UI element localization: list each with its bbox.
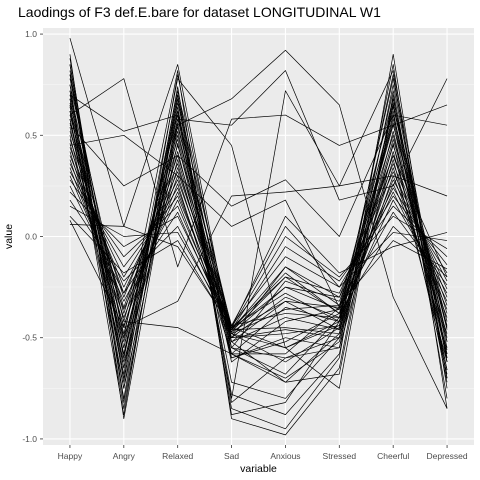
series-line	[69, 175, 448, 328]
series-line	[69, 49, 448, 420]
y-tick-label: -1.0	[22, 434, 37, 444]
series-line	[69, 163, 448, 339]
series-lines	[69, 38, 448, 436]
x-tick-label: Angry	[113, 451, 136, 461]
x-tick-label: Sad	[224, 451, 239, 461]
y-tick-label: 0.0	[25, 232, 37, 242]
series-line	[69, 98, 448, 379]
x-tick-label: Cheerful	[377, 451, 409, 461]
x-tick-label: Happy	[58, 451, 83, 461]
series-line	[69, 114, 448, 237]
y-tick-label: -0.5	[22, 333, 37, 343]
series-line	[69, 64, 448, 403]
x-tick-label: Relaxed	[162, 451, 193, 461]
series-line	[69, 102, 448, 415]
series-line	[69, 131, 448, 330]
series-line	[69, 134, 448, 308]
series-line	[69, 70, 448, 399]
series-line	[69, 191, 448, 328]
series-line	[69, 199, 448, 332]
series-line	[69, 106, 448, 359]
series-line	[69, 179, 448, 330]
series-line	[69, 175, 448, 339]
series-line	[69, 110, 448, 399]
series-line	[69, 205, 448, 326]
chart-title: Laodings of F3 def.E.bare for dataset LO…	[18, 4, 381, 20]
series-line	[69, 171, 448, 326]
y-tick-label: 0.5	[25, 130, 37, 140]
y-axis-title: value	[3, 224, 15, 249]
series-line	[69, 53, 448, 430]
series-line	[69, 74, 448, 415]
x-axis: Happy Angry Relaxed Sad Anxious Stressed Cheer…	[58, 445, 468, 461]
series-line	[69, 38, 448, 409]
x-tick-label: Stressed	[323, 451, 357, 461]
y-axis: 1.0 0.5 0.0 -0.5 -1.0	[22, 29, 43, 444]
series-line	[69, 215, 448, 328]
series-line	[69, 185, 448, 335]
series-line	[69, 139, 448, 349]
series-line	[69, 155, 448, 330]
x-axis-title: variable	[240, 463, 277, 475]
x-tick-label: Anxious	[270, 451, 300, 461]
y-tick-label: 1.0	[25, 29, 37, 39]
series-line	[69, 58, 448, 383]
series-line	[69, 84, 448, 403]
series-line	[69, 119, 448, 389]
x-tick-label: Depressed	[427, 451, 468, 461]
series-line	[69, 127, 448, 359]
series-line	[69, 84, 448, 383]
